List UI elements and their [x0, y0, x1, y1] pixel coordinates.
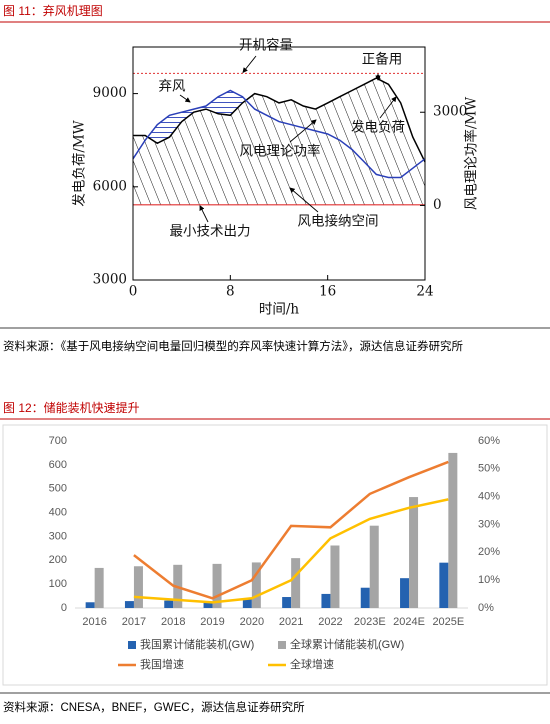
y-tick-label: 100: [49, 578, 67, 590]
bar: [251, 562, 261, 608]
y2-tick-label: 30%: [478, 518, 500, 530]
chart-frame: [2, 424, 548, 686]
x-tick-label: 0: [129, 284, 138, 300]
y-axis-label: 发电负荷/MW: [72, 120, 88, 206]
x-tick-label: 2021: [279, 616, 303, 628]
bar: [124, 601, 134, 608]
bar: [400, 578, 410, 608]
bar: [94, 567, 104, 608]
bar: [369, 525, 379, 608]
legend-swatch: [278, 641, 286, 649]
plot-frame: [132, 46, 426, 281]
legend-label: 全球增速: [290, 657, 334, 671]
bar: [212, 563, 222, 608]
annotation-arrow: [242, 55, 257, 74]
x-tick-label: 24: [416, 284, 433, 300]
bar: [409, 497, 419, 608]
y-tick-label: 700: [49, 435, 67, 447]
acceptance-area: [133, 78, 425, 205]
series-line: [132, 89, 426, 179]
x-tick-label: 2019: [200, 616, 224, 628]
annotation-arrow: [199, 205, 209, 223]
x-tick-label: 2023E: [354, 616, 386, 628]
y-tick-label: 600: [49, 459, 67, 471]
caption: 图 11：弃风机理图: [3, 3, 103, 18]
bar: [203, 602, 213, 608]
annotation: 开机容量: [239, 37, 293, 54]
bar: [360, 587, 370, 608]
series-line: [133, 460, 449, 600]
x-tick-label: 2022: [318, 616, 342, 628]
bar: [164, 600, 174, 608]
y2-axis-label: 风电理论功率/MW: [463, 97, 480, 210]
legend-label: 全球累计储能装机(GW): [290, 637, 404, 651]
annotation-arrow: [379, 96, 397, 119]
y2-tick-label: 20%: [478, 546, 500, 558]
x-tick-label: 2018: [161, 616, 185, 628]
annotation: 最小技术出力: [170, 224, 251, 240]
x-tick-label: 2016: [82, 616, 106, 628]
y-tick-label: 300: [49, 530, 67, 542]
y-tick-label: 200: [49, 554, 67, 566]
bar: [330, 545, 340, 608]
annotation: 弃风: [159, 79, 186, 95]
annotation-arrow: [179, 94, 191, 103]
legend-label: 我国增速: [140, 657, 184, 671]
x-axis-label: 时间/h: [259, 302, 300, 318]
annotation-arrow: [289, 119, 317, 143]
bar: [242, 599, 252, 608]
y-tick-label: 400: [49, 506, 67, 518]
y-tick-label: 6000: [93, 178, 127, 194]
bar: [85, 602, 95, 608]
bar: [133, 566, 143, 608]
bar: [291, 558, 301, 608]
x-tick-label: 2024E: [393, 616, 425, 628]
y-tick-label: 0: [61, 602, 67, 614]
y2-tick-label: 40%: [478, 491, 500, 503]
legend-label: 我国累计储能装机(GW): [140, 637, 254, 651]
y2-tick-label: 60%: [478, 435, 500, 447]
storage-chart: 0 100 200 300 400 500 600 700 0% 10% 20% 30% 40% 50% 6…: [49, 435, 501, 671]
x-tick-label: 2025E: [432, 616, 464, 628]
series-line: [133, 498, 449, 604]
source: 资料来源：《基于风电接纳空间电量回归模型的弃风率快速计算方法》，源达信息证券研究…: [3, 339, 463, 353]
y-tick-label: 3000: [93, 272, 127, 288]
x-tick-label: 8: [226, 284, 235, 300]
y2-tick-label: 0: [433, 197, 442, 213]
y-tick-label: 500: [49, 483, 67, 495]
annotation: 发电负荷: [351, 120, 405, 136]
y2-tick-label: 50%: [478, 463, 500, 475]
legend-swatch: [128, 641, 136, 649]
annotation: 风电理论功率: [240, 143, 321, 160]
x-tick-label: 2020: [240, 616, 264, 628]
y-tick-label: 9000: [93, 85, 127, 101]
source: 资料来源：CNESA，BNEF，GWEC，源达信息证券研究所: [3, 700, 305, 714]
annotation: 风电接纳空间: [298, 213, 379, 230]
bar: [448, 452, 458, 608]
bar: [321, 593, 331, 608]
caption: 图 12：储能装机快速提升: [3, 400, 140, 415]
y2-tick-label: 0%: [478, 602, 494, 614]
bar: [439, 562, 449, 608]
y2-tick-label: 3000: [433, 104, 467, 120]
x-tick-label: 16: [319, 284, 336, 300]
bar: [282, 597, 292, 608]
annotation: 正备用: [362, 51, 403, 68]
annotation-arrow: [289, 187, 319, 213]
y2-tick-label: 10%: [478, 574, 500, 586]
x-tick-label: 2017: [122, 616, 146, 628]
